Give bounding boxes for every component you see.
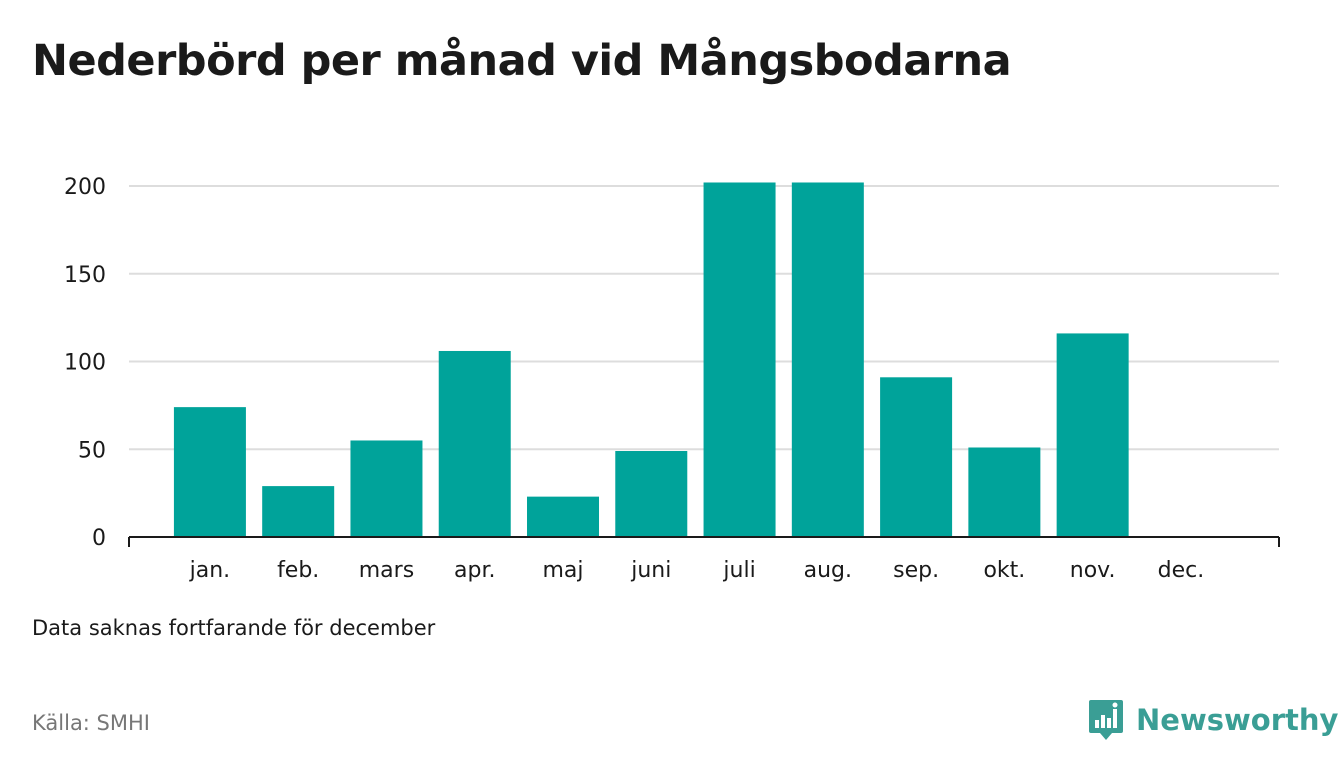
bar-nov [1056, 333, 1129, 537]
chart-note: Data saknas fortfarande för december [32, 616, 436, 640]
x-tick-label: okt. [983, 558, 1025, 583]
bar-chart: 0 50 100 150 200 jan. feb. mars apr. maj juni juli… [64, 175, 1280, 583]
x-tick-label: nov. [1070, 558, 1116, 583]
x-tick-label: juni [630, 558, 671, 583]
y-tick-label: 100 [64, 351, 106, 376]
bar-juli [703, 182, 776, 538]
bar-feb [262, 486, 335, 537]
y-tick-label: 150 [64, 263, 106, 288]
newsworthy-logo-icon [1089, 700, 1123, 740]
x-tick-label: sep. [893, 558, 939, 583]
bar-apr [438, 350, 511, 537]
x-tick-label: mars [359, 558, 414, 583]
x-tick-label: feb. [277, 558, 319, 583]
bar-maj [527, 496, 600, 537]
y-tick-label: 0 [92, 526, 106, 551]
x-axis-labels: jan. feb. mars apr. maj juni juli aug. sep. okt. n… [189, 558, 1205, 583]
y-tick-label: 200 [64, 175, 106, 200]
x-tick-label: apr. [454, 558, 495, 583]
y-axis-labels: 0 50 100 150 200 [64, 175, 106, 551]
bar-aug [791, 182, 864, 538]
bar-jan [173, 407, 246, 537]
x-tick-label: aug. [804, 558, 852, 583]
bar-juni [615, 451, 688, 537]
bar-mars [350, 440, 423, 537]
brand-logo[interactable]: Newsworthy [1088, 698, 1338, 742]
x-tick-label: maj [542, 558, 583, 583]
chart-title: Nederbörd per månad vid Mångsbodarna [32, 36, 1012, 86]
x-tick-label: dec. [1158, 558, 1205, 583]
x-axis [128, 536, 1280, 547]
brand-name: Newsworthy [1136, 703, 1339, 737]
bar-okt [968, 447, 1041, 537]
bar-sep [880, 377, 953, 537]
y-tick-label: 50 [78, 438, 106, 463]
bars [173, 182, 1129, 538]
source-label: Källa: SMHI [32, 711, 150, 735]
x-tick-label: juli [722, 558, 755, 583]
x-tick-label: jan. [189, 558, 231, 583]
